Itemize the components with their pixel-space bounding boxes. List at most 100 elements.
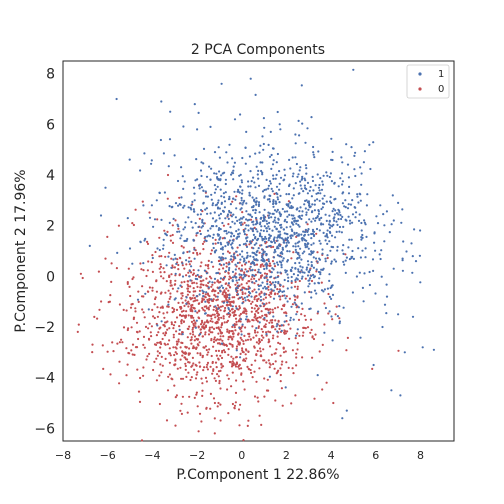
- scatter-point-series-0: [231, 308, 234, 311]
- scatter-point-series-1: [153, 218, 157, 221]
- scatter-point-series-0: [289, 327, 292, 330]
- scatter-point-series-1: [222, 301, 225, 304]
- scatter-point-series-0: [122, 326, 126, 329]
- scatter-point-series-1: [168, 205, 171, 208]
- scatter-point-series-1: [349, 203, 353, 206]
- scatter-point-series-1: [282, 257, 285, 260]
- scatter-point-series-1: [194, 326, 197, 329]
- scatter-point-series-0: [179, 366, 182, 369]
- scatter-point-series-1: [288, 250, 291, 253]
- scatter-point-series-0: [225, 298, 228, 301]
- scatter-point-series-0: [282, 346, 285, 349]
- scatter-point-series-1: [354, 216, 357, 219]
- scatter-point-series-1: [223, 237, 226, 240]
- scatter-point-series-0: [247, 367, 250, 370]
- scatter-point-series-0: [195, 346, 198, 349]
- scatter-point-series-0: [282, 324, 285, 327]
- scatter-point-series-0: [207, 267, 210, 270]
- scatter-point-series-0: [276, 335, 279, 338]
- scatter-point-series-1: [245, 288, 248, 291]
- scatter-point-series-1: [322, 290, 325, 293]
- scatter-point-series-1: [414, 260, 418, 263]
- scatter-point-series-1: [255, 242, 258, 245]
- scatter-point-series-0: [311, 336, 314, 339]
- scatter-point-series-1: [305, 167, 308, 170]
- scatter-point-series-0: [176, 290, 179, 293]
- scatter-point-series-1: [365, 204, 368, 207]
- scatter-point-series-1: [268, 212, 271, 215]
- scatter-point-series-0: [166, 305, 169, 308]
- scatter-point-series-0: [172, 346, 175, 349]
- scatter-point-series-0: [296, 287, 299, 291]
- scatter-point-series-0: [134, 307, 137, 310]
- scatter-point-series-1: [421, 346, 424, 349]
- scatter-point-series-1: [259, 271, 262, 274]
- scatter-point-series-0: [196, 285, 199, 288]
- scatter-point-series-0: [308, 290, 311, 293]
- scatter-point-series-0: [155, 334, 158, 337]
- scatter-point-series-1: [222, 192, 225, 195]
- scatter-point-series-1: [274, 281, 277, 284]
- scatter-point-series-0: [206, 314, 210, 317]
- scatter-point-series-1: [224, 217, 227, 220]
- scatter-point-series-0: [204, 324, 208, 327]
- scatter-point-series-1: [352, 257, 355, 260]
- scatter-point-series-1: [341, 249, 344, 252]
- scatter-point-series-0: [199, 352, 202, 355]
- scatter-point-series-0: [169, 284, 172, 287]
- scatter-point-series-1: [227, 282, 230, 285]
- scatter-point-series-1: [196, 178, 199, 181]
- scatter-point-series-1: [330, 297, 333, 300]
- scatter-point-series-0: [296, 348, 299, 351]
- scatter-point-series-1: [194, 179, 197, 182]
- scatter-point-series-0: [265, 331, 268, 334]
- scatter-point-series-1: [364, 247, 367, 250]
- scatter-point-series-0: [271, 337, 275, 340]
- scatter-point-series-1: [304, 207, 307, 210]
- scatter-point-series-1: [163, 191, 166, 194]
- scatter-point-series-1: [298, 192, 301, 195]
- scatter-point-series-1: [210, 261, 213, 264]
- scatter-point-series-0: [204, 333, 207, 336]
- scatter-point-series-1: [168, 138, 172, 141]
- scatter-point-series-0: [188, 325, 191, 328]
- scatter-point-series-0: [213, 336, 216, 339]
- scatter-point-series-1: [272, 256, 276, 259]
- scatter-point-series-0: [270, 353, 273, 356]
- scatter-point-series-1: [214, 220, 217, 223]
- scatter-point-series-1: [225, 229, 228, 233]
- scatter-point-series-1: [256, 259, 259, 262]
- scatter-point-series-1: [300, 217, 303, 221]
- scatter-point-series-1: [301, 175, 304, 178]
- scatter-point-series-0: [240, 338, 243, 341]
- scatter-point-series-0: [227, 289, 230, 292]
- scatter-point-series-1: [209, 227, 212, 230]
- scatter-point-series-0: [227, 271, 230, 274]
- scatter-point-series-1: [202, 222, 205, 225]
- scatter-point-series-1: [240, 223, 243, 227]
- scatter-point-series-0: [150, 335, 153, 338]
- scatter-point-series-0: [241, 325, 244, 328]
- scatter-point-series-0: [255, 341, 258, 344]
- scatter-point-series-1: [332, 207, 335, 210]
- scatter-point-series-0: [327, 312, 330, 315]
- scatter-point-series-1: [261, 248, 264, 251]
- scatter-point-series-1: [258, 321, 261, 324]
- scatter-point-series-1: [181, 275, 185, 278]
- scatter-point-series-0: [151, 254, 154, 257]
- scatter-point-series-1: [204, 208, 207, 211]
- scatter-point-series-1: [244, 227, 247, 230]
- scatter-point-series-1: [319, 177, 322, 180]
- scatter-point-series-1: [251, 251, 254, 254]
- scatter-point-series-0: [159, 292, 162, 295]
- scatter-point-series-0: [239, 352, 242, 355]
- scatter-point-series-1: [359, 336, 362, 339]
- scatter-point-series-0: [242, 380, 245, 383]
- scatter-point-series-1: [220, 174, 223, 177]
- scatter-point-series-1: [253, 263, 256, 266]
- scatter-point-series-1: [261, 135, 264, 138]
- scatter-point-series-1: [307, 285, 310, 288]
- scatter-point-series-0: [162, 267, 165, 270]
- scatter-point-series-1: [218, 286, 221, 289]
- scatter-point-series-1: [278, 201, 281, 204]
